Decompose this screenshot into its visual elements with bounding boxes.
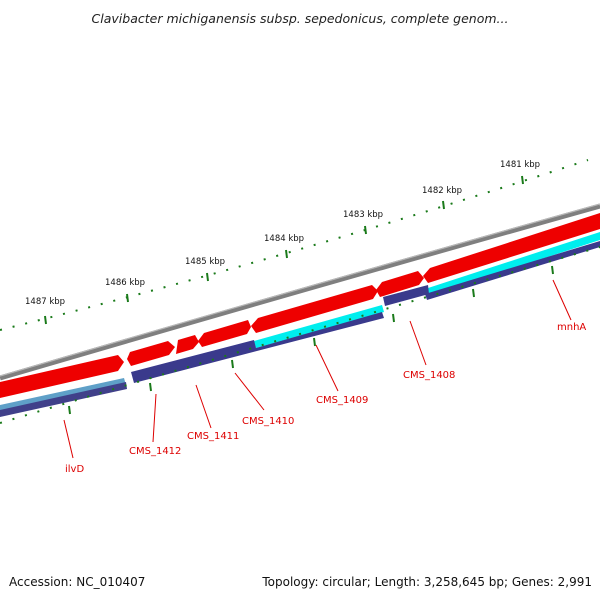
inner-major-tick xyxy=(68,405,71,415)
inner-scale-major-ticks xyxy=(68,265,554,415)
callout-line-cms1412 xyxy=(152,393,157,443)
kbp-labels: 1481 kbp 1482 kbp 1483 kbp 1484 kbp 1485… xyxy=(25,160,540,307)
orf-segment[interactable] xyxy=(425,232,600,296)
kbp-label: 1484 kbp xyxy=(264,234,304,244)
outer-major-tick xyxy=(442,200,445,210)
reverse-cds-segment[interactable] xyxy=(0,382,127,417)
outer-major-tick xyxy=(521,175,524,185)
outer-scale-ring xyxy=(0,159,589,331)
forward-cds-track xyxy=(0,213,600,398)
callout-line-cms1410 xyxy=(234,372,265,411)
cds-arrow[interactable] xyxy=(198,320,251,347)
orf-track xyxy=(0,232,600,413)
gene-label-cms1409[interactable]: CMS_1409 xyxy=(316,395,368,406)
chromosome-backbone-highlight xyxy=(0,203,600,377)
outer-major-tick xyxy=(126,293,129,303)
outer-major-tick xyxy=(364,225,367,235)
cds-arrow[interactable] xyxy=(127,341,175,366)
outer-scale-major-ticks xyxy=(44,175,524,325)
inner-major-tick xyxy=(392,313,395,323)
gene-label-cms1412[interactable]: CMS_1412 xyxy=(129,446,181,457)
gene-label-cms1411[interactable]: CMS_1411 xyxy=(187,431,239,442)
kbp-label: 1481 kbp xyxy=(500,160,540,170)
gene-label-mnha[interactable]: mnhA xyxy=(557,322,586,333)
map-title: Clavibacter michiganensis subsp. sepedon… xyxy=(91,11,509,26)
gene-label-cms1410[interactable]: CMS_1410 xyxy=(242,416,294,427)
inner-scale-ring xyxy=(0,246,600,424)
kbp-label: 1483 kbp xyxy=(343,210,383,220)
cds-arrow[interactable] xyxy=(0,355,124,398)
chromosome-backbone xyxy=(0,203,600,381)
cds-arrow[interactable] xyxy=(423,213,600,283)
inner-major-tick xyxy=(472,288,475,298)
callout-line-mnha xyxy=(552,279,572,321)
gene-label-cms1408[interactable]: CMS_1408 xyxy=(403,370,455,381)
outer-major-tick xyxy=(44,315,47,325)
gene-label-ilvd[interactable]: ilvD xyxy=(65,464,84,475)
reverse-cds-segment[interactable] xyxy=(383,285,429,306)
inner-major-tick xyxy=(149,382,152,392)
kbp-label: 1487 kbp xyxy=(25,297,65,307)
cds-arrow[interactable] xyxy=(376,271,424,297)
callout-line-cms1408 xyxy=(409,320,427,366)
cds-arrow[interactable] xyxy=(251,285,378,333)
accession-text: Accession: NC_010407 xyxy=(9,575,146,589)
callout-line-ilvd xyxy=(63,419,74,459)
inner-major-tick xyxy=(313,337,316,347)
gene-callout-lines xyxy=(63,279,572,459)
cds-arrow[interactable] xyxy=(176,335,199,354)
reverse-cds-track xyxy=(0,241,600,417)
callout-line-cms1411 xyxy=(195,384,212,429)
genome-summary-text: Topology: circular; Length: 3,258,645 bp… xyxy=(262,575,592,589)
inner-major-tick xyxy=(231,359,234,369)
inner-major-tick xyxy=(551,265,554,275)
kbp-label: 1485 kbp xyxy=(185,257,225,267)
kbp-label: 1486 kbp xyxy=(105,278,145,288)
outer-major-tick xyxy=(285,249,288,259)
gene-labels: mnhA CMS_1408 CMS_1409 CMS_1410 CMS_1411… xyxy=(65,322,586,475)
callout-line-cms1409 xyxy=(315,344,339,392)
kbp-label: 1482 kbp xyxy=(422,186,462,196)
reverse-cds-segment[interactable] xyxy=(131,312,384,383)
outer-major-tick xyxy=(206,272,209,282)
reverse-cds-segment[interactable] xyxy=(425,241,600,300)
